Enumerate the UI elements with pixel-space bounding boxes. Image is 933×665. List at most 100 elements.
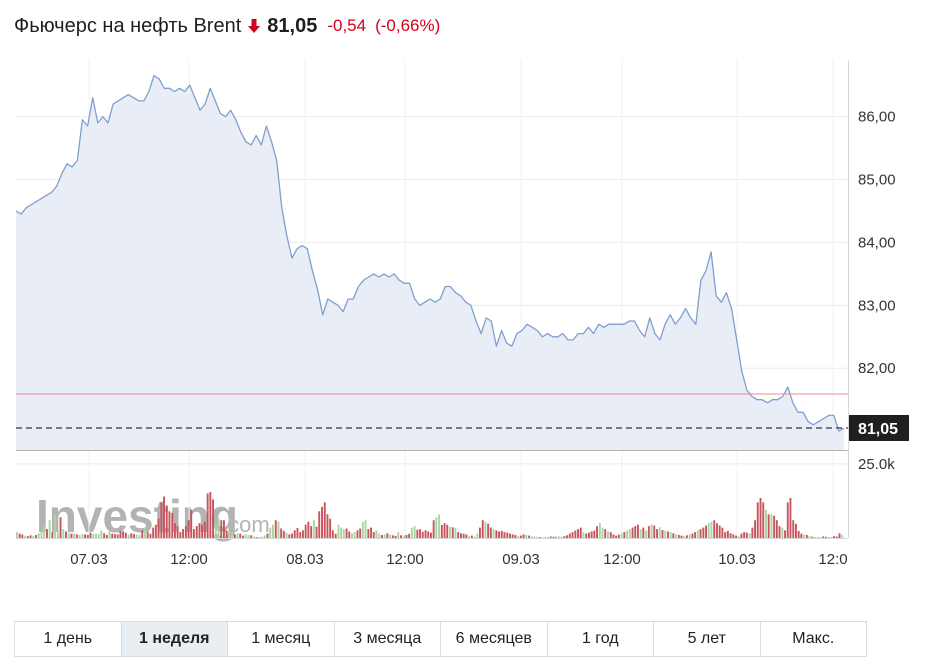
- volume-bar: [108, 531, 111, 538]
- volume-bar: [642, 527, 645, 538]
- volume-bar: [803, 534, 805, 538]
- x-tick-label: 07.03: [70, 551, 108, 568]
- volume-bar: [530, 536, 533, 538]
- volume-bar: [612, 534, 615, 538]
- quote-header: Фьючерс на нефть Brent 81,05 -0,54 (-0,6…: [14, 12, 449, 40]
- volume-bar: [609, 532, 612, 538]
- period-tab[interactable]: 1 год: [548, 622, 654, 656]
- volume-bar: [710, 521, 713, 538]
- volume-bar: [146, 531, 149, 538]
- x-tick-label: 12:00: [386, 551, 424, 568]
- volume-bar: [724, 532, 727, 538]
- volume-bar: [476, 533, 479, 538]
- volume-bar: [337, 524, 340, 538]
- volume-bar: [138, 535, 141, 538]
- volume-bar: [596, 526, 598, 538]
- volume-bar: [378, 533, 381, 538]
- period-tab[interactable]: Макс.: [792, 630, 835, 647]
- volume-bar: [574, 530, 577, 538]
- volume-bar: [653, 525, 656, 538]
- volume-bar: [59, 517, 62, 538]
- volume-bar: [43, 526, 46, 538]
- volume-bar: [735, 535, 737, 538]
- volume-bar: [762, 502, 765, 538]
- price-chart[interactable]: Investing .com 86,0085,0084,0083,0082,00…: [0, 0, 933, 620]
- volume-bar: [75, 534, 78, 538]
- volume-bar: [225, 530, 228, 538]
- volume-bar: [552, 536, 555, 538]
- volume-bar: [544, 536, 547, 538]
- volume-bar: [560, 536, 563, 538]
- volume-bar: [784, 530, 786, 538]
- volume-bar: [334, 533, 337, 538]
- volume-bar: [732, 534, 735, 538]
- volume-bar: [37, 533, 40, 538]
- volume-bar: [26, 536, 29, 538]
- volume-bar: [607, 531, 609, 538]
- volume-bar: [656, 529, 658, 538]
- volume-bar: [405, 535, 408, 538]
- volume-bar: [318, 511, 321, 538]
- volume-bar: [443, 523, 446, 538]
- volume-bar: [440, 525, 443, 538]
- volume-bar: [228, 531, 231, 538]
- volume-bar: [81, 533, 84, 538]
- volume-bar: [808, 535, 811, 538]
- volume-bar: [421, 531, 424, 538]
- volume-bar: [111, 533, 114, 538]
- period-tab[interactable]: 1 месяц: [228, 622, 335, 656]
- volume-bar: [84, 534, 86, 538]
- volume-bar: [413, 526, 416, 538]
- volume-bar: [250, 535, 253, 538]
- volume-bar: [465, 534, 468, 538]
- period-tab[interactable]: 5 лет: [654, 622, 761, 656]
- volume-bar: [135, 534, 138, 538]
- volume-bar: [416, 529, 419, 538]
- volume-bar: [282, 530, 285, 538]
- x-tick-label: 08.03: [286, 551, 324, 568]
- volume-bar: [51, 532, 54, 538]
- x-tick-label: 10.03: [718, 551, 756, 568]
- volume-bar: [582, 532, 585, 538]
- volume-bar: [212, 499, 214, 538]
- volume-bar: [470, 535, 473, 538]
- period-tab[interactable]: 6 месяцев: [441, 622, 548, 656]
- volume-bar: [525, 535, 528, 538]
- volume-bar: [577, 529, 579, 538]
- period-tab[interactable]: 1 день: [15, 622, 122, 656]
- volume-bar: [315, 526, 318, 538]
- volume-bar: [789, 498, 792, 538]
- volume-bar: [331, 530, 334, 538]
- volume-bar: [312, 520, 315, 538]
- volume-bar: [522, 534, 525, 538]
- volume-bar: [149, 533, 152, 538]
- volume-bar: [460, 533, 462, 538]
- volume-bar: [449, 526, 451, 538]
- volume-bar: [819, 537, 822, 538]
- volume-bar: [781, 527, 784, 538]
- volume-bar: [381, 535, 383, 538]
- price-change-percent: (-0,66%): [375, 16, 441, 35]
- volume-bar: [160, 502, 163, 538]
- volume-bar: [645, 530, 648, 538]
- volume-bar: [203, 521, 206, 538]
- volume-bar: [56, 530, 59, 538]
- volume-bar: [713, 520, 716, 538]
- volume-bar: [726, 530, 729, 538]
- volume-bar: [193, 529, 195, 538]
- period-tab[interactable]: 3 месяца: [335, 622, 441, 656]
- volume-bar: [372, 532, 375, 538]
- volume-bar: [86, 535, 89, 538]
- volume-bar: [579, 527, 582, 538]
- volume-bar: [163, 496, 165, 538]
- period-tab[interactable]: 1 неделя: [121, 622, 228, 656]
- volume-bar: [223, 520, 225, 538]
- volume-bar: [367, 529, 370, 538]
- y-tick-label: 82,00: [858, 360, 896, 377]
- volume-bar: [797, 530, 800, 538]
- volume-bar: [168, 511, 171, 538]
- volume-bar: [220, 520, 223, 538]
- volume-bar: [288, 534, 291, 538]
- volume-bar: [479, 527, 481, 538]
- volume-bar: [571, 532, 574, 538]
